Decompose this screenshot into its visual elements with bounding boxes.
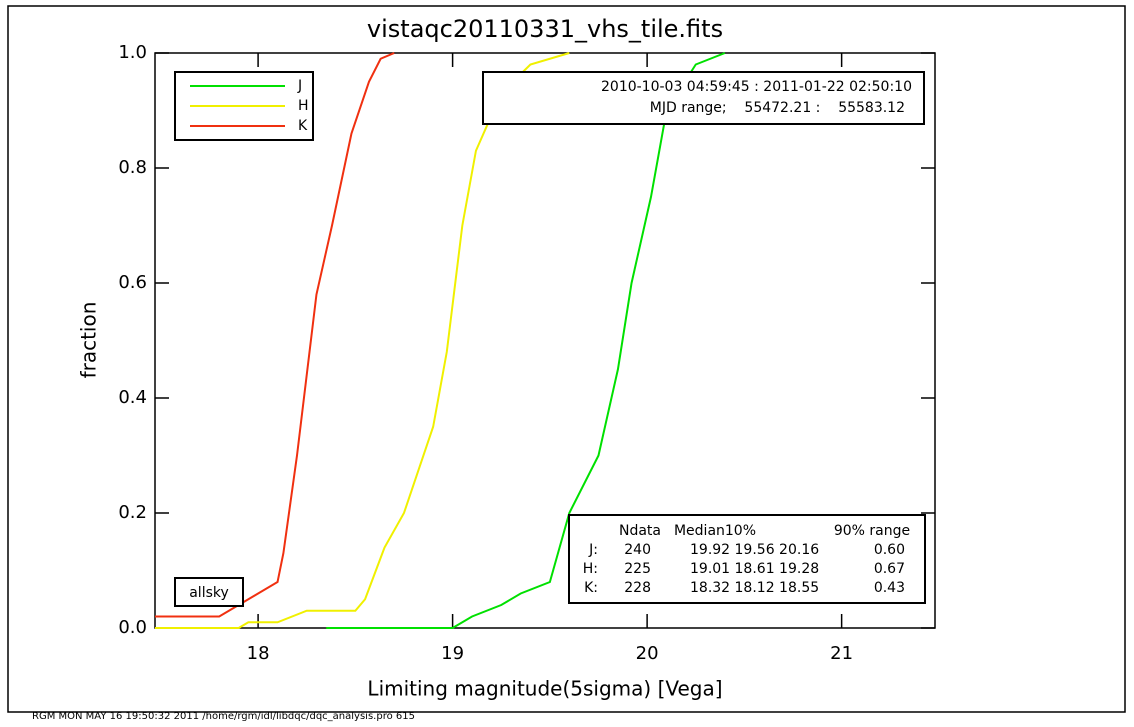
y-tick-label: 0.6 <box>118 272 147 293</box>
x-tick-label: 19 <box>441 643 464 664</box>
stats-cell: J: <box>588 542 598 558</box>
y-tick-label: 0.0 <box>118 617 147 638</box>
y-tick-label: 0.2 <box>118 502 147 523</box>
stats-cell: 240 <box>624 542 651 558</box>
y-axis-label: fraction <box>77 302 101 379</box>
footer: RGM MON MAY 16 19:50:32 2011 /home/rgm/i… <box>32 711 415 722</box>
x-tick-label: 18 <box>247 643 270 664</box>
mjd-range: MJD range; 55472.21 : 55583.12 <box>650 100 905 116</box>
stats-box <box>568 514 926 604</box>
x-axis-label: Limiting magnitude(5sigma) [Vega] <box>367 677 722 701</box>
stats-cell: 228 <box>624 580 651 596</box>
frame <box>7 5 1126 713</box>
stats-cell: 19.01 18.61 19.28 <box>690 561 819 577</box>
stats-cell: 0.67 <box>874 561 905 577</box>
stats-cell: 19.92 19.56 20.16 <box>690 542 819 558</box>
y-tick-label: 0.4 <box>118 387 147 408</box>
legend-label: K <box>298 118 308 134</box>
plot-frame <box>154 52 936 629</box>
stats-cell: K: <box>584 580 598 596</box>
stats-cell: 0.60 <box>874 542 905 558</box>
date-box <box>482 71 925 125</box>
mode-label: allsky <box>189 585 229 601</box>
legend-label: J <box>297 78 302 94</box>
mode-box <box>174 577 244 607</box>
y-tick-label: 1.0 <box>118 42 147 63</box>
chart-title: vistaqc20110331_vhs_tile.fits <box>367 15 723 43</box>
stats-cell: 18.32 18.12 18.55 <box>690 580 819 596</box>
legend-label: H <box>298 98 309 114</box>
stats-cell: H: <box>583 561 598 577</box>
x-tick-label: 20 <box>636 643 659 664</box>
series-line <box>155 52 395 618</box>
y-tick-label: 0.8 <box>118 157 147 178</box>
x-tick-label: 21 <box>830 643 853 664</box>
stats-cell: 0.43 <box>874 580 905 596</box>
stats-header: 90% range <box>834 523 910 539</box>
stats-header: Ndata <box>619 523 661 539</box>
stats-cell: 225 <box>624 561 651 577</box>
date-range: 2010-10-03 04:59:45 : 2011-01-22 02:50:1… <box>601 79 912 95</box>
stats-header: Median10% <box>674 523 756 539</box>
